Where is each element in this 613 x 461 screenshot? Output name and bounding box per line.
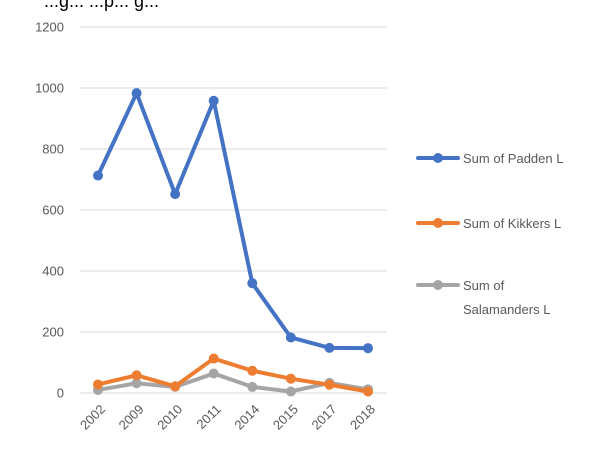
data-point [208,368,219,379]
y-tick-label: 1000 [35,81,64,96]
legend-label: Salamanders L [463,302,550,317]
legend-label: Sum of [463,278,505,293]
data-point [131,378,142,389]
data-point [324,379,335,390]
data-point [208,353,219,364]
series-0 [93,88,373,354]
data-point [131,88,142,99]
data-point [93,379,103,390]
legend-item: Sum of Kikkers L [416,216,561,231]
y-tick-label: 600 [42,203,64,218]
x-tick-label: 2014 [231,402,262,433]
y-tick-label: 1200 [35,20,64,35]
data-point [170,189,181,200]
y-tick-label: 400 [42,264,64,279]
data-point [285,332,296,343]
x-tick-label: 2015 [270,402,301,433]
legend-item: Sum of Salamanders L [416,278,550,317]
data-point [285,373,296,384]
legend-label: Sum of Kikkers L [463,216,561,231]
y-axis-tick-labels: 0 200 400 600 800 1000 1200 [35,20,64,401]
x-tick-label: 2010 [154,402,185,433]
series-line [96,91,370,351]
x-tick-label: 2009 [116,402,147,433]
legend-label: Sum of Padden L [463,151,563,166]
data-point [208,95,219,106]
data-point [285,386,296,397]
data-point [131,370,142,381]
x-tick-label: 2017 [308,402,339,433]
chart-title: ...g... ...p... g... [44,0,160,11]
x-tick-label: 2018 [347,402,378,433]
series-layer [93,88,373,397]
data-point [93,170,103,181]
data-point [324,342,335,353]
data-point [247,365,258,376]
data-point [363,343,373,354]
data-point [363,386,373,397]
legend-swatch-marker [433,153,443,163]
data-point [247,278,258,289]
x-tick-label: 2002 [77,402,108,433]
legend-item: Sum of Padden L [416,151,563,166]
legend-swatch-marker [433,280,443,290]
legend: Sum of Padden L Sum of Kikkers L Sum of Sal… [416,151,563,317]
y-tick-label: 200 [42,325,64,340]
series-1 [93,353,373,397]
y-tick-label: 800 [42,142,64,157]
data-point [247,381,258,392]
x-tick-label: 2011 [193,402,223,432]
series-line [96,356,370,394]
y-tick-label: 0 [57,386,64,401]
x-axis-tick-labels: 2002 2009 2010 2011 2014 2015 2017 2018 [77,402,378,433]
data-point [170,381,181,392]
legend-swatch-marker [433,218,443,228]
gridlines [80,26,387,394]
